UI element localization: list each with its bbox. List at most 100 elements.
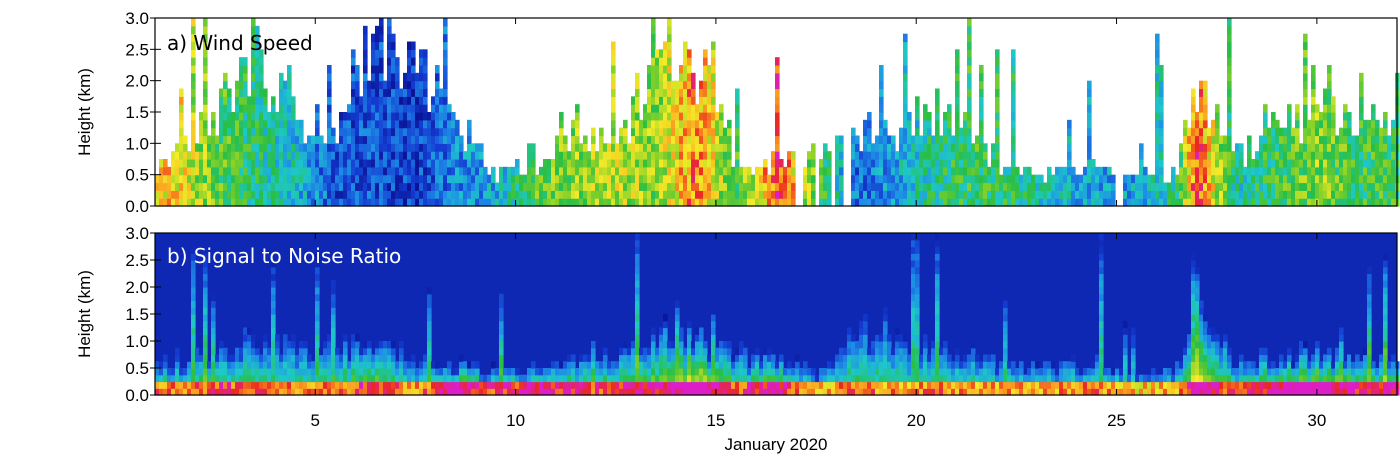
snr-cell [1019, 374, 1024, 383]
snr-cell [815, 374, 820, 383]
wind-cell [443, 119, 448, 129]
snr-cell [999, 381, 1004, 389]
snr-cell [343, 354, 348, 362]
snr-cell [255, 388, 260, 396]
snr-cell [903, 354, 908, 362]
snr-cell [979, 361, 984, 369]
snr-cell [803, 361, 808, 369]
wind-cell [855, 159, 860, 168]
wind-cell [1179, 151, 1184, 160]
snr-cell [363, 388, 368, 396]
snr-cell [791, 388, 796, 396]
wind-cell [1227, 119, 1232, 129]
snr-cell [863, 388, 868, 396]
snr-cell [811, 388, 816, 396]
snr-cell [863, 341, 868, 349]
snr-cell [247, 327, 252, 335]
snr-cell [607, 368, 612, 376]
wind-cell [823, 198, 828, 207]
wind-cell [251, 96, 256, 105]
snr-cell [739, 361, 744, 369]
wind-cell [1131, 174, 1136, 184]
snr-cell [847, 347, 852, 356]
wind-cell [1131, 190, 1136, 199]
wind-cell [431, 112, 436, 121]
wind-cell [1107, 182, 1112, 191]
wind-cell [403, 159, 408, 168]
wind-cell [703, 88, 708, 97]
snr-cell [855, 347, 860, 356]
snr-cell [427, 307, 432, 315]
wind-cell [931, 174, 936, 184]
snr-cell [355, 374, 360, 383]
wind-cell [351, 88, 356, 97]
wind-cell [391, 88, 396, 97]
wind-cell [963, 198, 968, 207]
wind-cell [1375, 159, 1380, 168]
wind-cell [875, 135, 880, 144]
wind-cell [623, 143, 628, 152]
snr-cell [343, 381, 348, 389]
wind-cell [375, 41, 380, 50]
wind-cell [1367, 135, 1372, 144]
wind-cell [543, 174, 548, 184]
wind-cell [587, 174, 592, 184]
wind-cell [643, 190, 648, 199]
wind-cell [539, 182, 544, 191]
wind-cell [919, 174, 924, 184]
wind-cell [611, 182, 616, 191]
snr-cell [723, 381, 728, 389]
wind-cell [559, 166, 564, 176]
snr-cell [235, 368, 240, 376]
snr-cell [915, 341, 920, 349]
wind-cell [399, 190, 404, 199]
snr-cell [675, 388, 680, 396]
wind-cell [1255, 198, 1260, 207]
wind-cell [639, 174, 644, 184]
wind-cell [723, 151, 728, 160]
wind-cell [699, 127, 704, 137]
wind-cell [191, 41, 196, 50]
wind-cell [603, 159, 608, 168]
wind-cell [575, 159, 580, 168]
wind-cell [371, 72, 376, 82]
wind-cell [1095, 190, 1100, 199]
wind-cell [323, 198, 328, 207]
wind-cell [951, 166, 956, 176]
wind-cell [959, 166, 964, 176]
snr-cell [911, 280, 916, 288]
wind-cell [223, 96, 228, 105]
snr-cell [719, 368, 724, 376]
wind-cell [611, 143, 616, 152]
wind-cell [1183, 174, 1188, 184]
wind-cell [1207, 174, 1212, 184]
wind-cell [955, 96, 960, 105]
wind-cell [699, 112, 704, 121]
wind-cell [1303, 182, 1308, 191]
snr-cell [579, 388, 584, 396]
snr-cell [635, 388, 640, 396]
wind-cell [435, 151, 440, 160]
snr-cell [351, 388, 356, 396]
snr-cell [943, 361, 948, 369]
wind-cell [971, 198, 976, 207]
wind-cell [923, 104, 928, 113]
wind-cell [651, 96, 656, 105]
wind-cell [471, 159, 476, 168]
wind-cell [915, 198, 920, 207]
snr-cell [407, 381, 412, 389]
wind-cell [187, 151, 192, 160]
wind-cell [1059, 166, 1064, 176]
snr-cell [427, 334, 432, 342]
snr-cell [907, 368, 912, 376]
snr-cell [971, 388, 976, 396]
wind-cell [375, 57, 380, 66]
wind-cell [651, 80, 656, 90]
wind-cell [1183, 182, 1188, 191]
snr-cell [795, 361, 800, 369]
snr-cell [923, 388, 928, 396]
wind-cell [543, 182, 548, 191]
snr-cell [883, 381, 888, 389]
wind-cell [631, 151, 636, 160]
wind-cell [211, 151, 216, 160]
